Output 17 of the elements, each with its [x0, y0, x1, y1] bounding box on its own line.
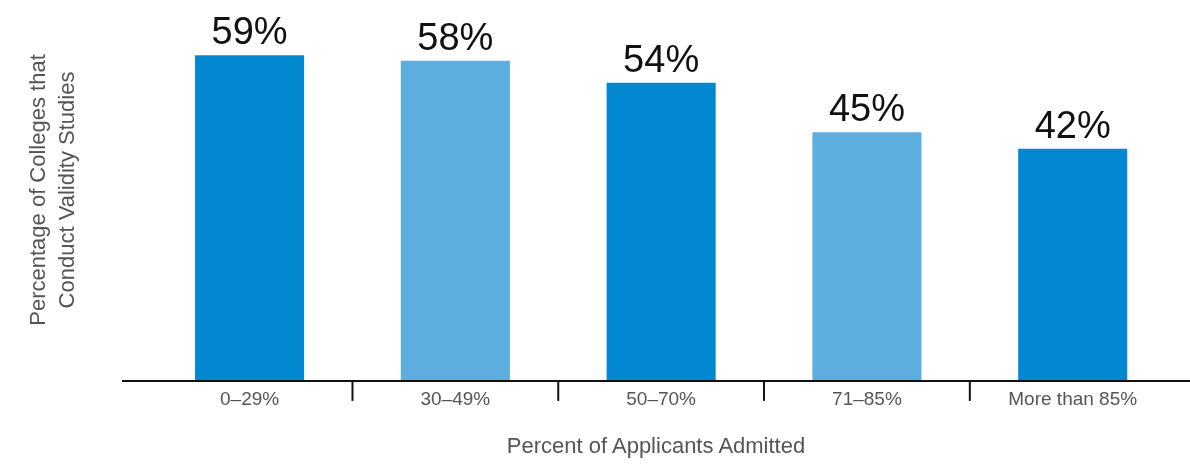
data-label: 58% [417, 15, 494, 58]
x-tick-label: 30–49% [420, 387, 491, 409]
data-label: 59% [211, 10, 288, 53]
bar [1018, 148, 1128, 380]
data-label: 54% [623, 37, 700, 80]
y-axis-title: Percentage of Colleges that Conduct Validity Studies [25, 54, 79, 326]
data-label: 45% [828, 87, 905, 130]
bar [812, 132, 922, 380]
x-axis-title: Percent of Applicants Admitted [506, 433, 806, 459]
bar [195, 55, 305, 380]
bar [606, 82, 716, 380]
x-tick-label: 71–85% [832, 387, 902, 409]
x-tick-label: 50–70% [626, 387, 697, 409]
x-tick-label: 0–29% [219, 387, 280, 409]
bar [400, 60, 510, 380]
data-label: 42% [1034, 103, 1111, 146]
x-tick-label: More than 85% [1008, 387, 1138, 409]
